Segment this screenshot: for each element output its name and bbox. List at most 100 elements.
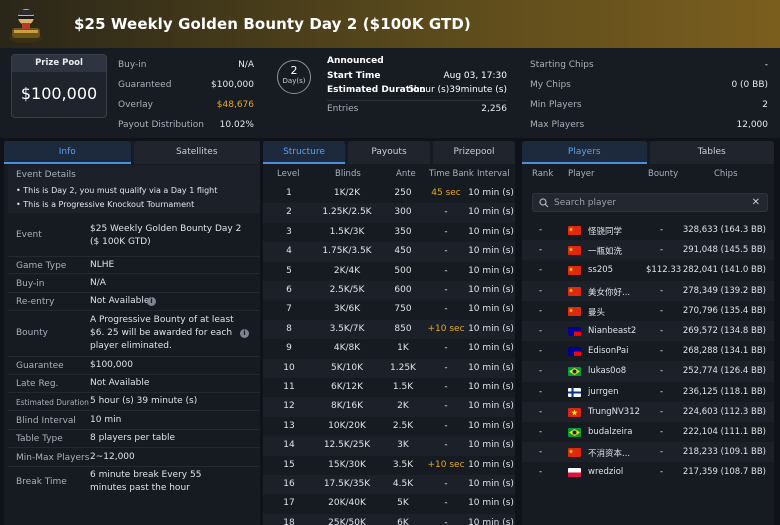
structure-cell-ante: 850 bbox=[394, 323, 412, 334]
column-header-level: Level bbox=[277, 169, 300, 179]
info-row-reentry: Re-entry Not Available i bbox=[8, 293, 260, 311]
info-row-blind-interval: Blind Interval 10 min bbox=[8, 411, 260, 430]
player-chips: 217,359 (108.7 BB) bbox=[682, 467, 766, 478]
player-row[interactable]: - wredziol - 217,359 (108.7 BB) bbox=[522, 462, 774, 482]
player-chips: 268,288 (134.1 BB) bbox=[682, 346, 766, 357]
structure-cell-ante: 1.5K bbox=[392, 382, 414, 392]
player-row[interactable]: - lukas0o8 - 252,774 (126.4 BB) bbox=[522, 361, 774, 382]
player-row[interactable]: - 美女你好... - 278,349 (139.2 BB) bbox=[522, 280, 774, 301]
player-chips: 224,603 (112.3 BB) bbox=[682, 406, 766, 417]
player-chips: 282,041 (141.0 BB) bbox=[682, 265, 766, 276]
player-row[interactable]: - budalzeira - 222,104 (111.1 BB) bbox=[522, 422, 774, 442]
structure-cell-blinds: 1.25K/2.5K bbox=[322, 207, 372, 218]
flag-fi-icon bbox=[568, 387, 581, 397]
structure-cell-interval: 10 min (s) bbox=[468, 459, 514, 470]
structure-cell-ante: 600 bbox=[394, 285, 412, 295]
player-chips: 252,774 (126.4 BB) bbox=[682, 366, 766, 377]
event-detail-line: • This is Day 2, you must qualify via a … bbox=[16, 186, 218, 195]
tab-players[interactable]: Players bbox=[522, 141, 647, 164]
structure-cell-level: 8 bbox=[286, 323, 292, 334]
tab-tables[interactable]: Tables bbox=[649, 141, 774, 164]
player-name: ss205 bbox=[588, 265, 614, 276]
structure-cell-level: 5 bbox=[286, 265, 292, 276]
tab-structure[interactable]: Structure bbox=[263, 141, 345, 164]
player-rank: - bbox=[539, 447, 543, 458]
player-row[interactable]: - 不消资本... - 218,233 (109.1 BB) bbox=[522, 442, 774, 463]
structure-cell-level: 14 bbox=[283, 440, 295, 451]
structure-row: 11 6K/12K 1.5K - 10 min (s) bbox=[263, 378, 515, 397]
structure-cell-interval: 10 min (s) bbox=[468, 343, 514, 354]
player-rank: - bbox=[539, 346, 543, 357]
info-icon[interactable]: i bbox=[147, 297, 156, 306]
prize-pool-label: Prize Pool bbox=[12, 55, 106, 72]
structure-row: 17 20K/40K 5K - 10 min (s) bbox=[263, 494, 515, 513]
flag-pl-icon bbox=[568, 468, 581, 478]
structure-row: 16 17.5K/35K 4.5K - 10 min (s) bbox=[263, 475, 515, 495]
player-rank: - bbox=[539, 386, 543, 397]
structure-cell-level: 2 bbox=[286, 207, 292, 218]
search-input[interactable]: Search player ✕ bbox=[532, 193, 768, 212]
structure-row: 1 1K/2K 250 45 sec 10 min (s) bbox=[263, 184, 515, 203]
player-bounty: - bbox=[660, 285, 664, 296]
info-icon[interactable]: i bbox=[240, 329, 249, 338]
structure-cell-interval: 10 min (s) bbox=[468, 265, 514, 276]
info-row-table-type: Table Type 8 players per table bbox=[8, 430, 260, 448]
flag-br-icon bbox=[568, 428, 581, 437]
tab-satellites[interactable]: Satellites bbox=[133, 141, 260, 164]
player-name: 曼头 bbox=[588, 307, 606, 318]
structure-cell-ante: 4.5K bbox=[392, 479, 414, 489]
tab-info[interactable]: Info bbox=[4, 141, 131, 164]
player-chips: 270,796 (135.4 BB) bbox=[682, 305, 766, 316]
structure-cell-interval: 10 min (s) bbox=[468, 440, 514, 451]
structure-cell-blinds: 8K/16K bbox=[330, 401, 363, 412]
player-chips: 328,633 (164.3 BB) bbox=[682, 225, 766, 235]
status-start-time: Start Time Aug 03, 17:30 bbox=[327, 71, 507, 81]
structure-cell-level: 11 bbox=[283, 382, 295, 392]
flag-br-icon bbox=[568, 367, 581, 377]
flag-cn-icon bbox=[568, 246, 581, 256]
structure-cell-blinds: 15K/30K bbox=[328, 459, 366, 470]
player-bounty: $112.33 bbox=[646, 265, 682, 276]
player-name: budalzeira bbox=[588, 427, 633, 437]
structure-cell-blinds: 5K/10K bbox=[330, 362, 363, 373]
structure-row: 13 10K/20K 2.5K - 10 min (s) bbox=[263, 417, 515, 436]
info-row-guarantee: Guarantee $100,000 bbox=[8, 357, 260, 375]
clear-search-icon[interactable]: ✕ bbox=[751, 197, 760, 208]
tab-prizepool[interactable]: Prizepool bbox=[433, 141, 515, 164]
structure-cell-ante: 300 bbox=[394, 207, 412, 218]
player-row[interactable]: - 一瓶如洗 - 291,048 (145.5 BB) bbox=[522, 240, 774, 261]
player-rank: - bbox=[539, 366, 543, 377]
structure-cell-level: 1 bbox=[286, 188, 292, 198]
structure-cell-ante: 6K bbox=[397, 517, 409, 525]
player-row[interactable]: - 曼头 - 270,796 (135.4 BB) bbox=[522, 301, 774, 321]
info-row-break-time: Break Time 6 minute break Every 55 minut… bbox=[16, 470, 202, 493]
player-rank: - bbox=[539, 326, 543, 336]
player-rank: - bbox=[539, 406, 543, 417]
player-bounty: - bbox=[660, 245, 664, 256]
player-bounty: - bbox=[660, 386, 664, 397]
player-row[interactable]: - jurrgen - 236,125 (118.1 BB) bbox=[522, 382, 774, 402]
player-row[interactable]: - TrungNV312 - 224,603 (112.3 BB) bbox=[522, 401, 774, 422]
status-entries: Entries 2,256 bbox=[327, 104, 507, 114]
player-row[interactable]: - Nianbeast2 - 269,572 (134.8 BB) bbox=[522, 321, 774, 342]
player-row[interactable]: - 怪骁同学 - 328,633 (164.3 BB) bbox=[522, 220, 774, 240]
structure-cell-time-bank: +10 sec bbox=[427, 323, 465, 334]
player-row[interactable]: - EdisonPai - 268,288 (134.1 BB) bbox=[522, 341, 774, 361]
player-name: 一瓶如洗 bbox=[588, 247, 623, 258]
player-chips: 236,125 (118.1 BB) bbox=[682, 386, 766, 397]
structure-row: 18 25K/50K 6K - 10 min (s) bbox=[263, 513, 515, 525]
structure-cell-interval: 10 min (s) bbox=[468, 285, 514, 295]
structure-cell-level: 18 bbox=[283, 517, 295, 525]
structure-cell-interval: 10 min (s) bbox=[468, 323, 514, 334]
structure-cell-level: 9 bbox=[286, 343, 292, 354]
summary-overlay: Overlay $48,676 bbox=[118, 100, 254, 110]
structure-cell-blinds: 20K/40K bbox=[328, 498, 366, 509]
structure-cell-blinds: 25K/50K bbox=[328, 517, 366, 525]
structure-cell-time-bank: 45 sec bbox=[431, 188, 461, 198]
tab-payouts[interactable]: Payouts bbox=[348, 141, 430, 164]
structure-cell-level: 17 bbox=[283, 498, 295, 509]
player-row[interactable]: - ss205 $112.33 282,041 (141.0 BB) bbox=[522, 260, 774, 280]
structure-cell-level: 12 bbox=[283, 401, 295, 412]
player-rank: - bbox=[539, 285, 543, 296]
event-details: Event Details • This is Day 2, you must … bbox=[8, 165, 260, 213]
